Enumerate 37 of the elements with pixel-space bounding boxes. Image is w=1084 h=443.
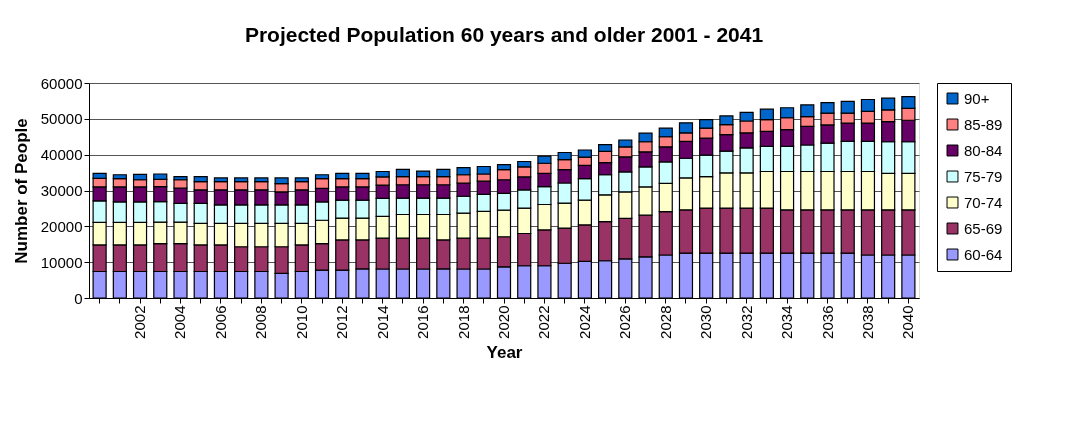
y-tick-label: 0 [74,289,83,307]
y-tick-label: 10000 [40,253,83,271]
chart-title: Projected Population 60 years and older 2001 - 2041 [244,23,764,46]
y-tick-label: 20000 [40,217,83,235]
x-tick-label: 2016 [414,305,432,339]
x-tick-label: 2032 [737,305,755,339]
y-tick-label: 60000 [40,74,83,92]
x-tick-label: 2040 [899,305,917,339]
legend-label: 80-84 [964,141,1003,159]
x-tick-label: 2006 [211,305,229,339]
y-axis-title: Number of People [11,118,31,264]
y-tick-label: 50000 [40,110,83,128]
x-tick-label: 2024 [575,305,593,339]
legend-label: 60-64 [964,245,1003,263]
legend-label: 85-89 [964,115,1003,133]
x-tick-label: 2018 [454,305,472,339]
legend-label: 70-74 [964,193,1003,211]
x-tick-label: 2038 [858,305,876,339]
x-tick-label: 2036 [818,305,836,339]
y-tick-label: 30000 [40,182,83,199]
x-axis-title: Year [486,342,523,362]
x-tick-label: 2004 [171,305,189,339]
x-tick-label: 2010 [292,305,310,339]
x-tick-label: 2028 [656,305,674,339]
x-tick-label: 2012 [333,305,351,339]
x-tick-label: 2014 [373,305,391,339]
x-tick-label: 2034 [778,305,796,339]
legend-label: 90+ [964,89,990,107]
x-tick-label: 2008 [252,305,270,339]
y-tick-label: 40000 [40,146,83,164]
legend-label: 75-79 [964,167,1003,185]
x-tick-label: 2020 [495,305,512,339]
x-tick-label: 2026 [616,305,634,339]
legend-label: 65-69 [964,219,1003,237]
x-tick-label: 2030 [697,305,715,339]
x-tick-label: 2022 [535,305,553,339]
x-tick-label: 2002 [131,305,149,339]
